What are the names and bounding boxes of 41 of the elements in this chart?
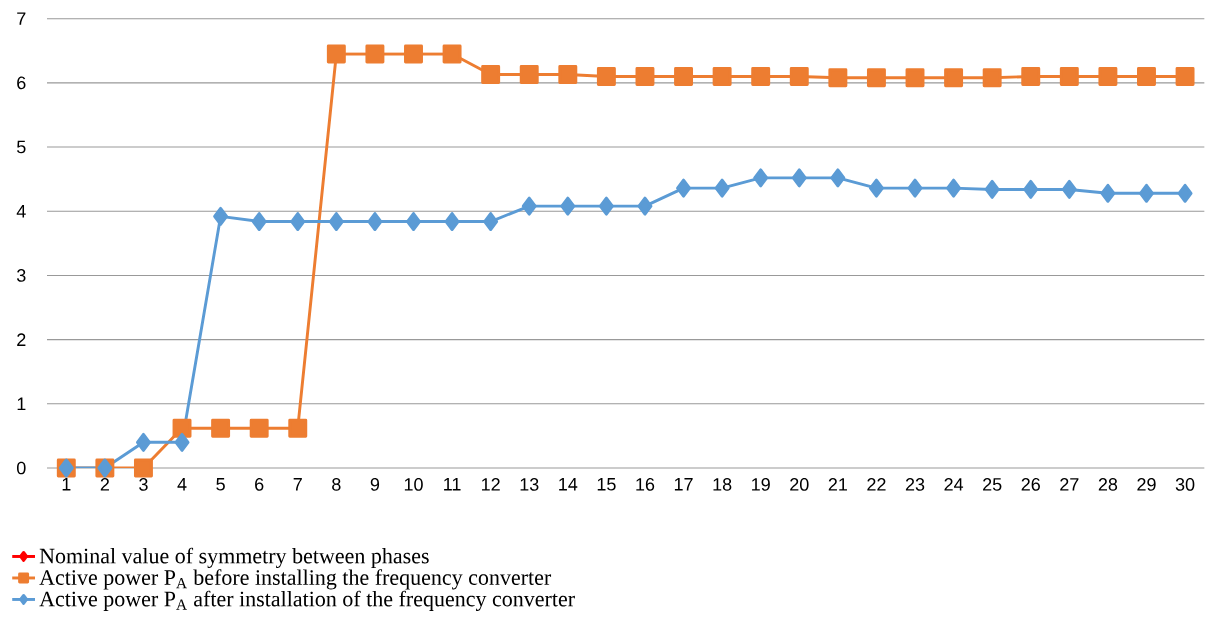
x-tick-label: 7 [293,478,302,491]
x-tick-label: 6 [255,478,264,491]
x-tick-label: 8 [332,478,341,491]
x-tick-label: 13 [520,478,539,491]
x-tick-label: 1 [62,478,71,491]
x-tick-label: 30 [1175,478,1195,491]
x-tick-label: 17 [674,478,693,491]
legend-label: Active power P$_{A}$ before installing the frequency converter [39,569,552,590]
x-tick-label: 22 [867,478,886,491]
x-tick-label: 16 [636,478,655,491]
x-tick-label: 14 [559,478,578,491]
x-tick-label: 26 [1021,478,1040,491]
x-tick-label: 11 [444,478,461,491]
y-tick-label: 5 [16,140,26,154]
x-tick-label: 29 [1137,478,1156,491]
x-tick-label: 4 [177,478,187,491]
y-tick-label: 4 [16,205,26,218]
x-tick-label: 21 [828,478,847,491]
x-tick-label: 25 [983,478,1002,491]
x-tick-label: 18 [713,478,732,491]
x-tick-label: 15 [597,478,616,491]
y-tick-label: 0 [16,461,26,475]
x-tick-label: 9 [370,478,380,491]
x-tick-label: 10 [404,478,423,491]
x-tick-label: 5 [216,478,225,491]
x-tick-label: 2 [100,478,109,491]
x-tick-label: 23 [905,478,925,491]
legend-label: Active power P$_{A}$ after installation of the frequency converter [39,590,575,611]
x-tick-label: 12 [482,478,500,491]
y-tick-label: 6 [17,76,26,90]
x-tick-label: 24 [944,478,964,491]
y-tick-label: 7 [17,12,26,25]
x-tick-label: 19 [752,478,770,491]
y-tick-label: 3 [16,269,26,282]
x-tick-label: 3 [139,478,148,491]
x-tick-label: 27 [1060,478,1079,491]
x-tick-label: 20 [790,478,809,491]
x-tick-label: 28 [1098,478,1118,491]
legend-label: Nominal value of symmetry between phases [39,547,429,568]
y-tick-label: 2 [17,333,26,346]
y-tick-label: 1 [17,397,26,410]
